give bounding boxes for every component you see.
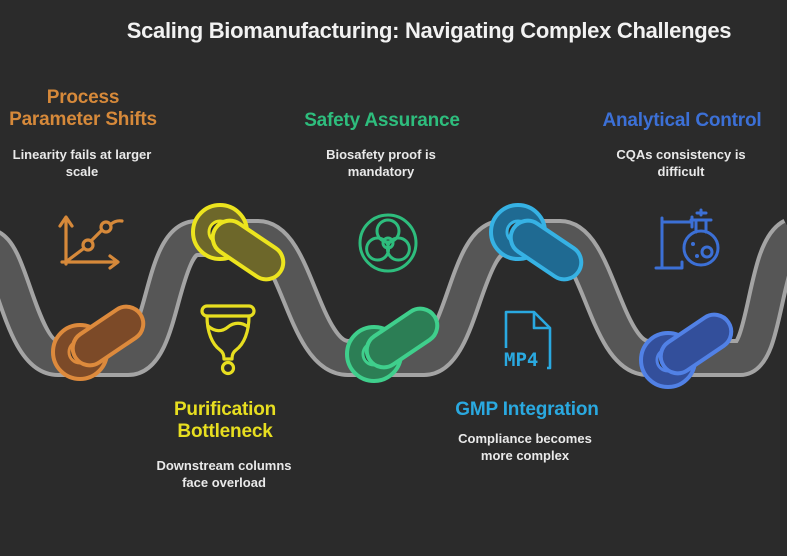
challenge-description-gmp: Compliance becomes more complex	[458, 431, 592, 463]
rope-knot-gmp	[489, 203, 584, 282]
mp4-label: MP4	[504, 349, 538, 371]
infographic-title: Scaling Biomanufacturing: Navigating Com…	[126, 18, 732, 43]
rope-knot-safety	[345, 306, 440, 383]
flask-stand-icon	[654, 208, 720, 270]
challenge-title-safety: Safety Assurance	[304, 110, 460, 131]
challenge-title-process: Process Parameter Shifts	[9, 87, 157, 131]
knot-end	[364, 306, 440, 370]
challenge-title-analytical: Analytical Control	[602, 110, 762, 131]
rope-knot-analytical	[639, 312, 734, 389]
mp4-label-backdrop	[502, 348, 547, 370]
mp4-file-icon: MP4	[502, 310, 552, 371]
filter-cup-icon	[200, 304, 256, 376]
knot-end	[658, 312, 734, 376]
line-chart-icon	[58, 215, 124, 270]
challenge-title-gmp: GMP Integration	[455, 399, 599, 420]
rope-knot-process	[51, 304, 146, 381]
challenge-description-purification: Downstream columns face overload	[156, 458, 292, 490]
challenge-description-safety: Biosafety proof is mandatory	[326, 147, 436, 179]
knot-end	[508, 218, 584, 282]
knot-end	[70, 304, 146, 368]
challenge-description-process: Linearity fails at larger scale	[12, 147, 152, 179]
challenge-description-analytical: CQAs consistency is difficult	[616, 147, 746, 179]
biohazard-icon	[358, 213, 418, 273]
challenge-title-purification: Purification Bottleneck	[173, 399, 277, 443]
knot-end	[210, 218, 286, 282]
rope-knot-purification	[191, 203, 286, 282]
